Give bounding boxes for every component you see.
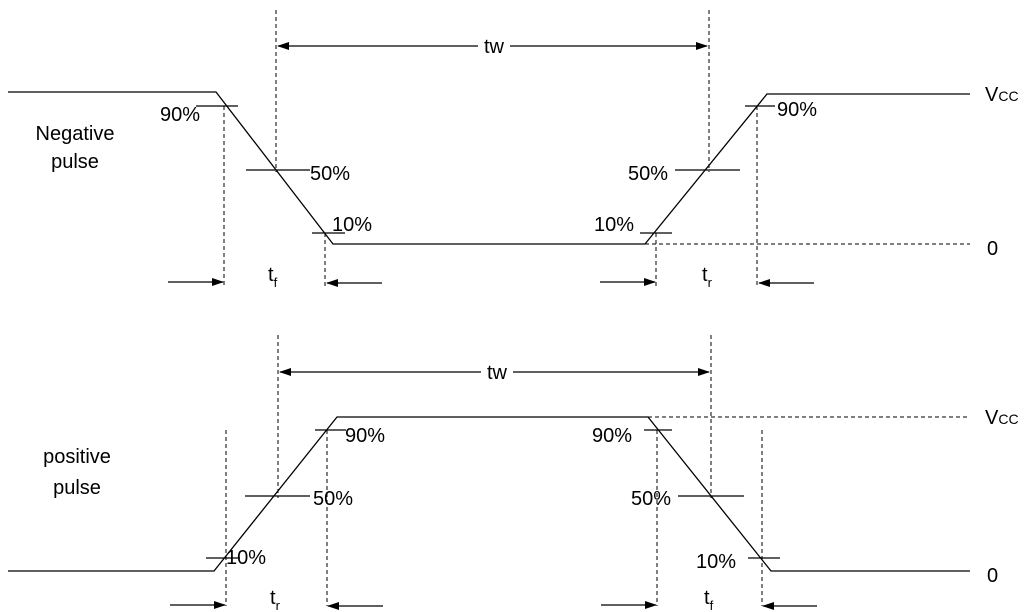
negative-pulse-waveform xyxy=(8,91,970,245)
pos-vcc-sub: CC xyxy=(998,411,1018,427)
pos-10-right-label: 10% xyxy=(696,551,736,573)
pos-tr-label: tr xyxy=(270,587,281,612)
neg-tr-base: t xyxy=(702,264,708,286)
neg-10-left-label: 10% xyxy=(332,214,372,236)
neg-tw-label: tw xyxy=(484,36,505,58)
neg-50-left-label: 50% xyxy=(310,163,350,185)
pos-50-right-label: 50% xyxy=(631,488,671,510)
pos-90-right-label: 90% xyxy=(592,425,632,447)
neg-10-right-label: 10% xyxy=(594,214,634,236)
pos-tr-base: t xyxy=(270,587,276,609)
pos-tf-sub: f xyxy=(710,598,714,612)
neg-tf-label: tf xyxy=(268,264,278,290)
neg-vcc-base: V xyxy=(985,84,999,106)
negative-pulse-section: tw tf tr 90% 50% 10% 10% 50% 90% Negativ… xyxy=(8,10,1019,290)
positive-pulse-waveform xyxy=(8,416,970,572)
pos-zero-label: 0 xyxy=(987,565,998,587)
neg-pulse-title-line2: pulse xyxy=(51,151,99,173)
neg-vcc-sub: CC xyxy=(998,88,1018,104)
pos-90-left-label: 90% xyxy=(345,425,385,447)
positive-pulse-section: tw tr tf 10% 50% 90% 90% 50% 10% positiv… xyxy=(8,335,1019,612)
pos-vcc-base: V xyxy=(985,407,999,429)
neg-tf-base: t xyxy=(268,264,274,286)
neg-zero-label: 0 xyxy=(987,238,998,260)
neg-tr-sub: r xyxy=(708,275,713,290)
neg-vcc-label: VCC xyxy=(985,84,1019,106)
neg-90-left-label: 90% xyxy=(160,104,200,126)
pos-tf-label: tf xyxy=(704,587,714,612)
pos-tw-label: tw xyxy=(487,362,508,384)
pos-pulse-title-line1: positive xyxy=(43,446,111,468)
pos-vcc-label: VCC xyxy=(985,407,1019,429)
pos-tf-base: t xyxy=(704,587,710,609)
neg-pulse-title-line1: Negative xyxy=(36,123,115,145)
neg-90-right-label: 90% xyxy=(777,99,817,121)
pos-50-left-label: 50% xyxy=(313,488,353,510)
neg-50-right-label: 50% xyxy=(628,163,668,185)
neg-tf-sub: f xyxy=(274,275,278,290)
pos-tr-sub: r xyxy=(276,598,281,612)
pos-10-left-label: 10% xyxy=(226,547,266,569)
neg-tr-label: tr xyxy=(702,264,713,290)
pos-pulse-title-line2: pulse xyxy=(53,477,101,499)
